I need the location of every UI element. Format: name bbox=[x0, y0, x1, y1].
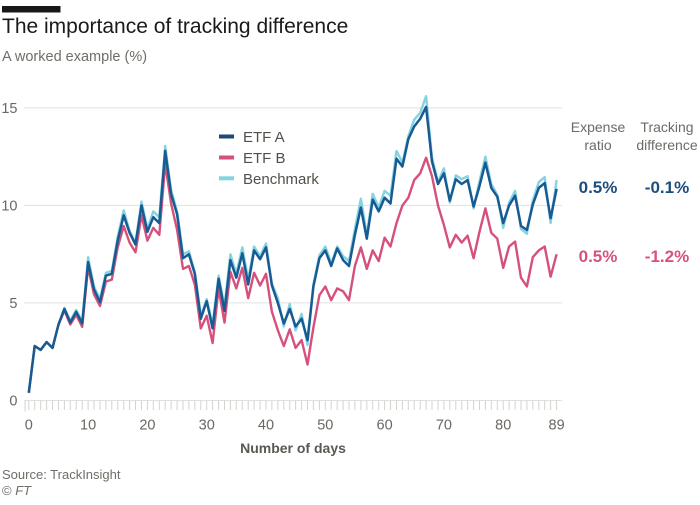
svg-text:89: 89 bbox=[549, 418, 565, 434]
svg-text:ETF B: ETF B bbox=[243, 150, 286, 167]
svg-text:Source: TrackInsight: Source: TrackInsight bbox=[2, 467, 121, 482]
svg-text:0.5%: 0.5% bbox=[579, 247, 618, 266]
svg-text:40: 40 bbox=[258, 418, 274, 434]
svg-text:Number of days: Number of days bbox=[240, 440, 346, 456]
svg-text:60: 60 bbox=[377, 418, 393, 434]
svg-text:© FT: © FT bbox=[2, 483, 32, 498]
svg-text:15: 15 bbox=[1, 101, 17, 117]
svg-text:ETF A: ETF A bbox=[243, 129, 285, 146]
svg-text:0.5%: 0.5% bbox=[579, 178, 618, 197]
svg-text:The importance of tracking dif: The importance of tracking difference bbox=[2, 15, 348, 38]
svg-text:Tracking: Tracking bbox=[640, 119, 693, 135]
svg-text:5: 5 bbox=[9, 296, 17, 312]
svg-text:ratio: ratio bbox=[584, 137, 611, 153]
svg-text:50: 50 bbox=[317, 418, 333, 434]
svg-text:-0.1%: -0.1% bbox=[645, 178, 689, 197]
svg-text:-1.2%: -1.2% bbox=[645, 247, 689, 266]
svg-text:70: 70 bbox=[436, 418, 452, 434]
svg-text:Benchmark: Benchmark bbox=[243, 171, 319, 188]
svg-text:0: 0 bbox=[9, 394, 17, 410]
svg-text:10: 10 bbox=[80, 418, 96, 434]
svg-text:30: 30 bbox=[199, 418, 215, 434]
svg-text:0: 0 bbox=[25, 418, 33, 434]
svg-text:Expense: Expense bbox=[571, 119, 626, 135]
svg-text:A worked example (%): A worked example (%) bbox=[2, 49, 147, 65]
svg-text:difference: difference bbox=[636, 137, 697, 153]
svg-text:80: 80 bbox=[495, 418, 511, 434]
svg-text:20: 20 bbox=[139, 418, 155, 434]
svg-text:10: 10 bbox=[1, 199, 17, 215]
